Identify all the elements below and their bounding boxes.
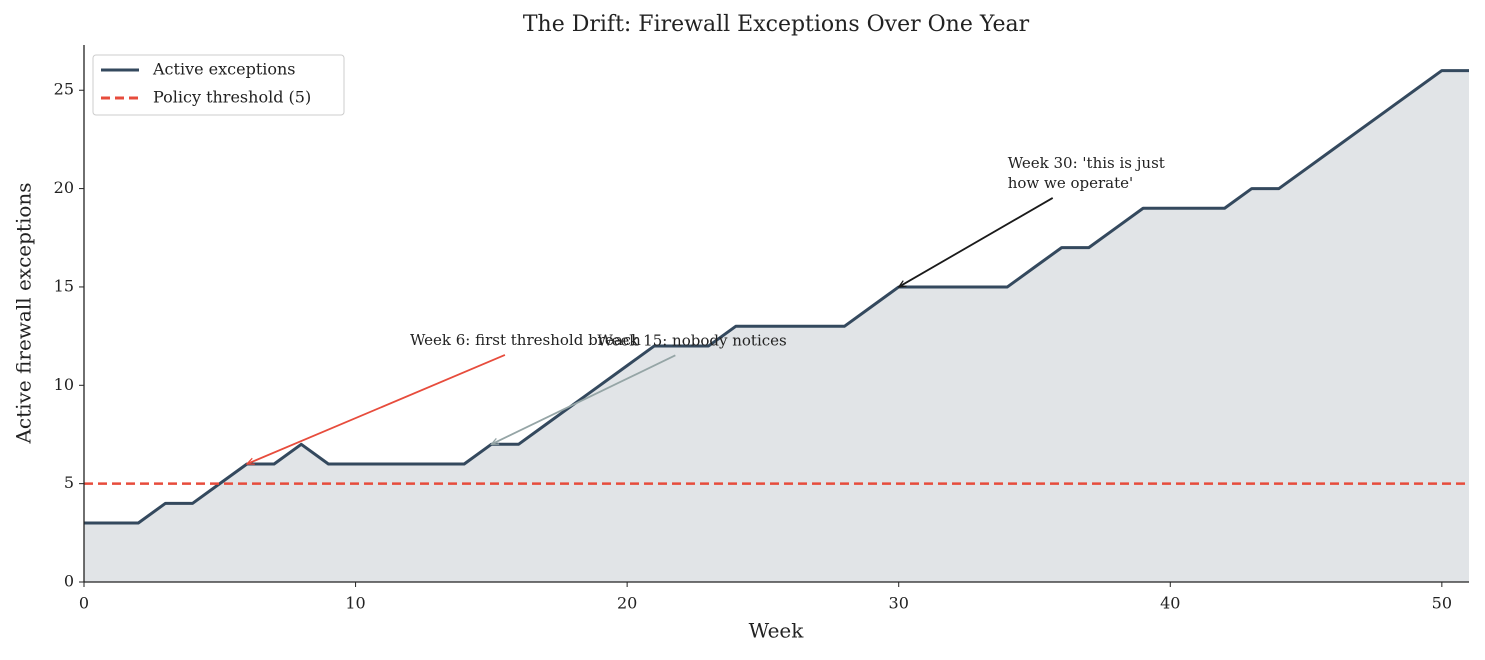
annotation-text: Week 15: nobody notices (597, 331, 786, 349)
y-tick-label: 20 (54, 178, 74, 197)
x-tick-label: 40 (1160, 594, 1180, 613)
annotation-arrow (899, 197, 1054, 287)
annotation-arrow (247, 354, 506, 465)
x-tick-label: 30 (889, 594, 909, 613)
y-tick-label: 25 (54, 80, 74, 99)
x-tick-label: 10 (345, 594, 365, 613)
legend-label: Policy threshold (5) (153, 88, 311, 107)
chart-title: The Drift: Firewall Exceptions Over One … (523, 12, 1030, 37)
legend-box (92, 54, 345, 116)
x-tick-label: 20 (617, 594, 637, 613)
annotation-text: how we operate' (1008, 174, 1133, 192)
x-tick-label: 0 (79, 594, 89, 613)
y-axis-label: Active firewall exceptions (12, 182, 36, 444)
legend-label: Active exceptions (152, 60, 296, 79)
line (84, 69, 1469, 525)
y-tick-label: 0 (64, 572, 74, 591)
x-tick-label: 50 (1432, 594, 1452, 613)
y-tick-label: 15 (54, 276, 74, 295)
x-axis-label: Week (749, 619, 805, 643)
y-tick-label: 5 (64, 473, 74, 492)
annotation-text: Week 6: first threshold breach (410, 331, 641, 349)
annotation-arrow (491, 354, 676, 446)
y-tick-label: 10 (54, 375, 74, 394)
annotation-text: Week 30: 'this is just (1008, 154, 1165, 172)
